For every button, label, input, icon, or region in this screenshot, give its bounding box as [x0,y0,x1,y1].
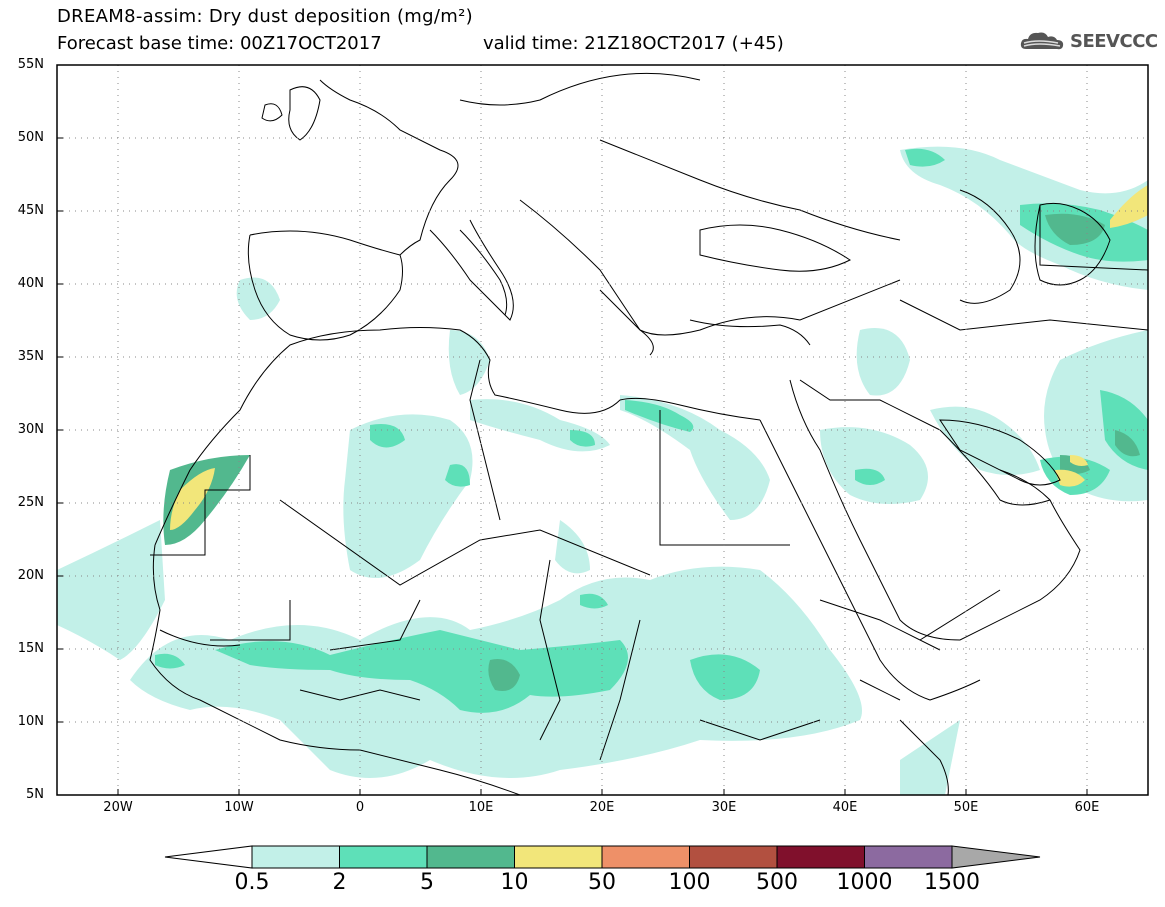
seevccc-logo: SEEVCCC [1018,26,1158,56]
valid-time: valid time: 21Z18OCT2017 (+45) [483,33,784,54]
lat-label-45n: 45N [17,203,44,218]
cloud-icon [1020,32,1064,50]
lat-label-20n: 20N [17,568,44,583]
legend-swatch-1000 [864,845,953,869]
lat-label-50n: 50N [17,130,44,145]
legend-label-1000: 1000 [836,870,893,895]
lon-label-40e: 40E [832,800,858,815]
legend-swatch-0-5 [251,845,340,869]
dust-level-very-high [170,185,1148,530]
lat-label-25n: 25N [17,495,44,510]
forecast-base-time: Forecast base time: 00Z17OCT2017 [57,33,382,54]
legend-label-10: 10 [500,870,529,895]
legend-label-50: 50 [588,870,616,895]
lon-label-10w: 10W [224,800,254,815]
lat-label-10n: 10N [17,714,44,729]
lat-label-15n: 15N [17,641,44,656]
lon-label-0: 0 [355,800,365,815]
coastlines [149,72,1148,795]
lon-label-10e: 10E [468,800,494,815]
logo-text: SEEVCCC [1070,30,1158,52]
legend-label-500: 500 [756,870,798,895]
legend-colorbar [164,845,1041,869]
lon-label-20w: 20W [103,800,133,815]
legend-label-2: 2 [332,870,347,895]
lat-label-5n: 5N [26,787,44,802]
legend-swatch-100 [689,845,778,869]
legend-swatch-5 [426,845,515,869]
lat-label-55n: 55N [17,57,44,72]
map-title: DREAM8-assim: Dry dust deposition (mg/m²… [57,6,473,27]
lon-label-30e: 30E [711,800,737,815]
legend-label-0-5: 0.5 [234,870,270,895]
legend-label-100: 100 [668,870,711,895]
lat-label-30n: 30N [17,422,44,437]
lat-label-35n: 35N [17,349,44,364]
legend-label-1500: 1500 [924,870,980,895]
legend-arrow-right [951,845,1041,869]
axis-ticks [57,64,1088,795]
legend-swatch-10 [514,845,603,869]
lon-label-20e: 20E [589,800,615,815]
legend-swatch-2 [339,845,428,869]
legend-label-5: 5 [420,870,434,895]
legend-arrow-left [164,845,253,869]
legend-swatch-50 [601,845,690,869]
lon-label-60e: 60E [1074,800,1100,815]
lon-label-50e: 50E [953,800,979,815]
lat-label-40n: 40N [17,276,44,291]
legend-swatch-500 [776,845,865,869]
